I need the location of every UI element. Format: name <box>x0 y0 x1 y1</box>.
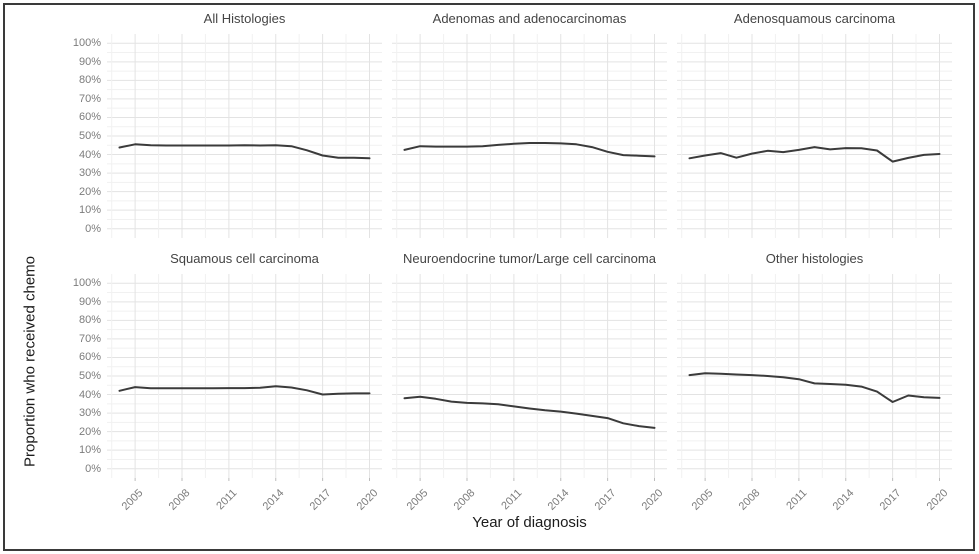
y-tick-label: 50% <box>78 130 101 142</box>
data-line-2 <box>688 146 941 163</box>
y-tick-label: 100% <box>72 37 101 50</box>
y-tick-label: 10% <box>78 444 101 457</box>
x-axis-tick-marks <box>134 478 940 481</box>
y-tick-label: 30% <box>78 407 101 420</box>
panel-squamous <box>107 274 382 478</box>
panel-other <box>677 274 952 478</box>
data-line-3 <box>118 385 371 396</box>
y-tick-label: 40% <box>78 388 101 401</box>
panel-adenomas <box>392 34 667 238</box>
x-axis-title: Year of diagnosis <box>472 514 587 531</box>
data-line-0 <box>118 143 371 160</box>
y-axis-title-text: Proportion who received chemo <box>21 255 38 467</box>
line-chart-0 <box>107 34 382 238</box>
line-chart-1 <box>392 34 667 238</box>
y-tick-label: 100% <box>72 277 101 290</box>
line-chart-4 <box>392 274 667 478</box>
y-tick-label: 80% <box>78 74 101 87</box>
y-tick-label: 70% <box>78 332 101 345</box>
line-chart-5 <box>677 274 952 478</box>
panel-adenosquamous <box>677 34 952 238</box>
y-tick-label: 80% <box>78 314 101 327</box>
facet-title-squamous: Squamous cell carcinoma <box>170 251 319 266</box>
facet-title-neuroendocrine: Neuroendocrine tumor/Large cell carcinom… <box>403 251 656 266</box>
facet-title-adenomas: Adenomas and adenocarcinomas <box>432 11 627 26</box>
y-tick-label: 30% <box>78 167 101 180</box>
facet-title-all-histologies: All Histologies <box>203 11 286 26</box>
line-chart-2 <box>677 34 952 238</box>
y-tick-label: 10% <box>78 204 101 217</box>
y-tick-label: 60% <box>78 111 101 124</box>
y-tick-label: 70% <box>78 92 101 105</box>
y-tick-label: 0% <box>85 222 101 235</box>
data-line-1 <box>403 142 656 158</box>
y-tick-label: 60% <box>78 351 101 364</box>
panel-neuroendocrine <box>392 274 667 478</box>
y-tick-label: 50% <box>78 370 101 382</box>
y-tick-label: 20% <box>78 425 101 438</box>
y-tick-label: 90% <box>78 295 101 308</box>
facet-title-adenosquamous: Adenosquamous carcinoma <box>733 11 896 26</box>
line-chart-3 <box>107 274 382 478</box>
data-line-5 <box>688 372 941 403</box>
y-tick-label: 40% <box>78 148 101 161</box>
y-tick-label: 20% <box>78 185 101 198</box>
y-tick-label: 0% <box>85 462 101 475</box>
facet-title-other: Other histologies <box>765 251 864 266</box>
data-line-4 <box>403 395 656 429</box>
y-tick-label: 90% <box>78 55 101 68</box>
panel-all-histologies <box>107 34 382 238</box>
